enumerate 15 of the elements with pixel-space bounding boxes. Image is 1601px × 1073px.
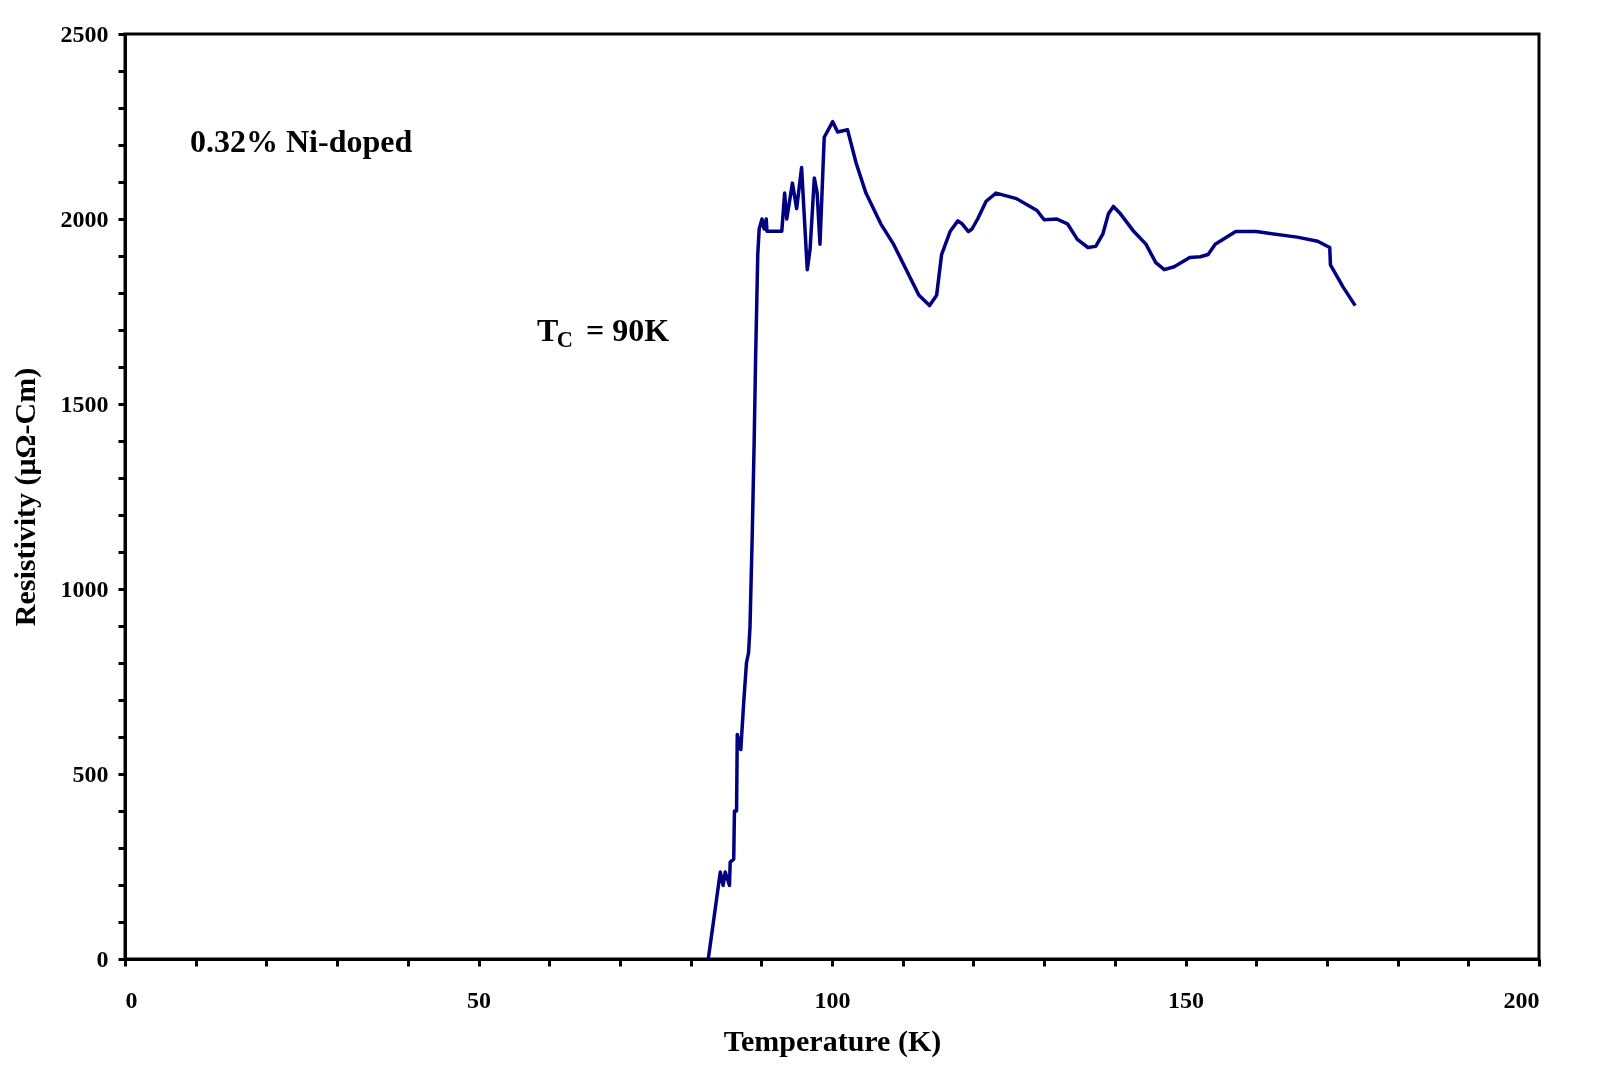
x-tick-label: 0	[125, 986, 138, 1013]
y-tick-label: 2500	[60, 20, 109, 47]
y-tick-label: 0	[96, 945, 109, 972]
y-tick-label: 1000	[60, 575, 109, 602]
annotation: 0.32% Ni-doped	[190, 123, 413, 159]
x-tick-label: 150	[1168, 986, 1204, 1013]
x-tick-label: 100	[814, 986, 851, 1013]
y-tick-label: 500	[72, 760, 109, 787]
x-tick-label: 200	[1503, 986, 1540, 1013]
x-tick-label: 50	[467, 986, 491, 1013]
x-axis-title: Temperature (K)	[723, 1023, 942, 1058]
y-tick-label: 2000	[60, 205, 109, 232]
y-tick-label: 1500	[60, 390, 109, 417]
line-series	[706, 119, 1357, 961]
y-axis-title: Resistivity (μΩ-Cm)	[7, 367, 42, 627]
